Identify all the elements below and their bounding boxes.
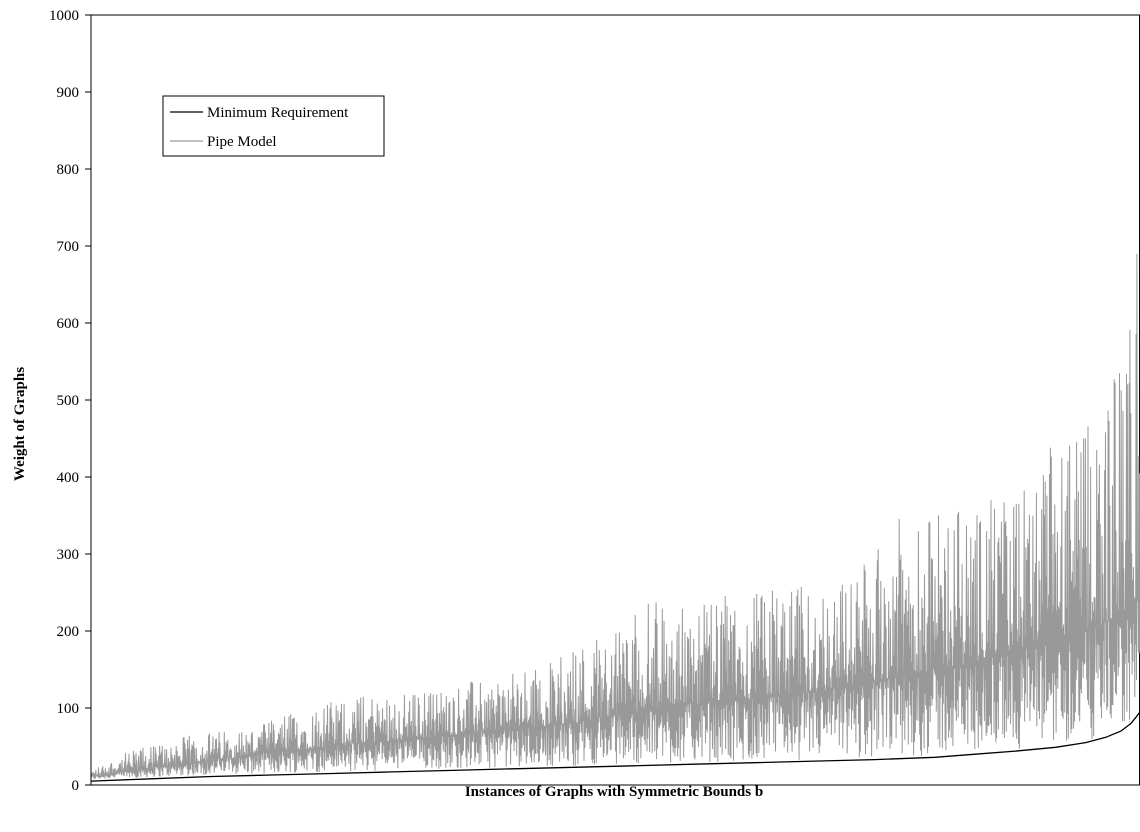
y-tick-label: 800 xyxy=(57,162,80,178)
legend-label-pipe-model: Pipe Model xyxy=(207,134,277,150)
series-minimum-requirement-line xyxy=(90,711,1140,782)
y-axis: 0 100 200 300 400 500 600 700 800 900 1000 xyxy=(49,8,1140,794)
y-tick-label: 0 xyxy=(72,778,80,794)
y-tick-label: 400 xyxy=(57,470,80,486)
legend-label-minimum-requirement: Minimum Requirement xyxy=(207,105,349,121)
y-tick-label: 1000 xyxy=(49,8,79,24)
y-tick-label: 600 xyxy=(57,316,80,332)
legend-box xyxy=(162,95,385,157)
y-tick-label: 300 xyxy=(57,547,80,563)
y-axis-title: Weight of Graphs xyxy=(12,367,28,481)
x-axis-title: Instances of Graphs with Symmetric Bound… xyxy=(465,784,763,800)
series-pipe-model-line xyxy=(90,253,1140,779)
y-tick-label: 900 xyxy=(57,85,80,101)
legend: Minimum Requirement Pipe Model xyxy=(162,95,385,157)
y-tick-label: 700 xyxy=(57,239,80,255)
y-tick-label: 100 xyxy=(57,701,80,717)
y-tick-label: 200 xyxy=(57,624,80,640)
y-tick-label: 500 xyxy=(57,393,80,409)
